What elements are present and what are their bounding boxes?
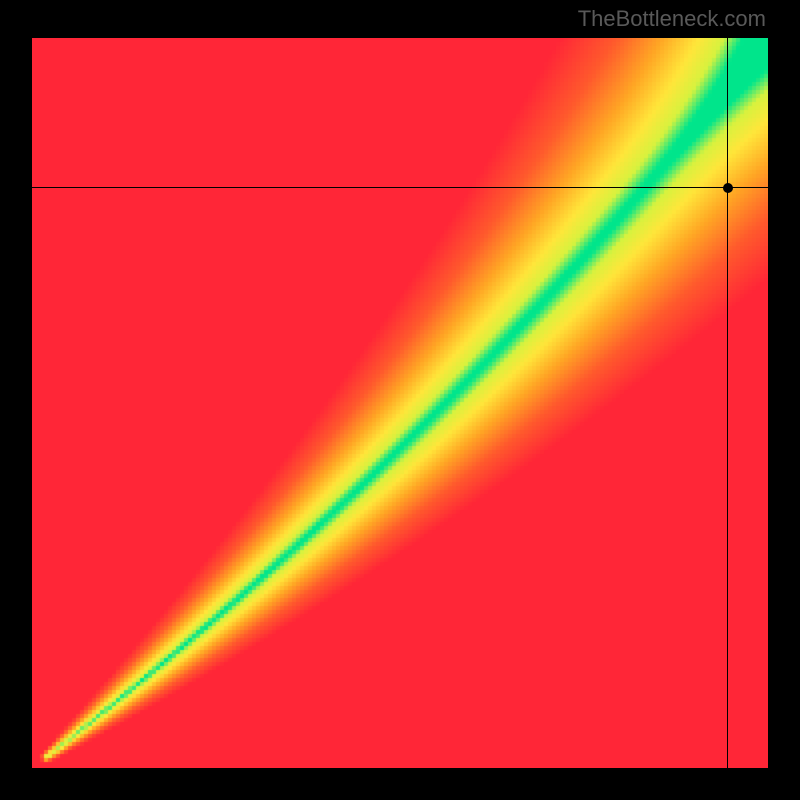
watermark-text: TheBottleneck.com	[578, 6, 766, 32]
crosshair-horizontal	[32, 187, 768, 188]
crosshair-marker	[723, 183, 733, 193]
crosshair-vertical	[727, 38, 728, 768]
heatmap-canvas	[32, 38, 768, 768]
bottleneck-heatmap	[32, 38, 768, 768]
chart-frame: TheBottleneck.com	[0, 0, 800, 800]
